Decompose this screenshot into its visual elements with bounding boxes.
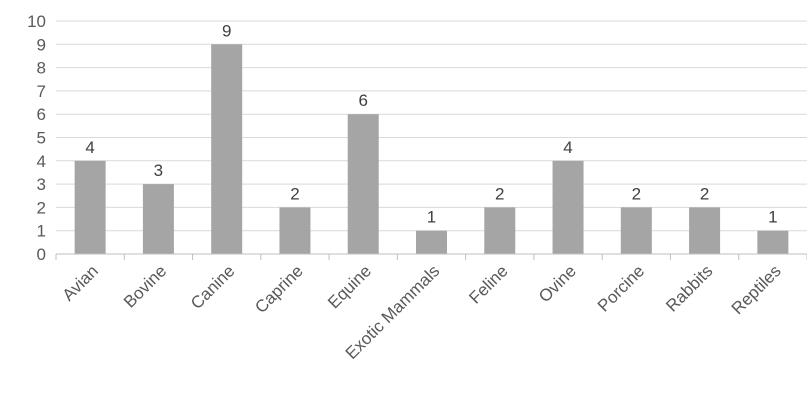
bar	[279, 207, 311, 254]
bar	[211, 44, 243, 254]
category-label: Caprine	[251, 261, 307, 317]
data-label: 2	[700, 184, 709, 203]
bar	[757, 230, 789, 254]
category-label: Reptiles	[728, 261, 785, 318]
category-label: Feline	[465, 261, 511, 307]
data-label: 2	[495, 184, 504, 203]
bars	[74, 44, 789, 254]
gridlines	[56, 20, 807, 232]
y-tick-label: 7	[37, 82, 46, 101]
y-tick-label: 1	[37, 222, 46, 241]
bar	[620, 207, 652, 254]
category-label: Bovine	[120, 261, 170, 311]
y-tick-label: 10	[27, 12, 46, 31]
y-tick-label: 8	[37, 59, 46, 78]
y-axis-tick-labels: 0 1 2 3 4 5 6 7 8 9 10	[27, 12, 46, 264]
y-tick-label: 4	[37, 152, 46, 171]
data-label: 2	[290, 184, 299, 203]
category-label: Equine	[324, 261, 375, 312]
data-label: 1	[768, 208, 777, 227]
category-label: Canine	[187, 261, 239, 313]
y-tick-label: 0	[37, 245, 46, 264]
bar	[552, 160, 584, 254]
category-label: Avian	[59, 261, 102, 304]
data-labels: 4 3 9 2 6 1 2 4 2 2 1	[85, 21, 777, 226]
y-tick-label: 6	[37, 105, 46, 124]
bar	[689, 207, 721, 254]
data-label: 3	[154, 161, 163, 180]
y-tick-label: 9	[37, 35, 46, 54]
y-tick-label: 5	[37, 129, 46, 148]
data-label: 4	[563, 138, 572, 157]
y-tick-label: 3	[37, 175, 46, 194]
data-label: 4	[85, 138, 94, 157]
bar	[142, 184, 174, 254]
category-label: Porcine	[594, 261, 648, 315]
category-label: Ovine	[535, 261, 580, 306]
bar	[484, 207, 516, 254]
y-tick-label: 2	[37, 198, 46, 217]
x-axis-ticks	[55, 254, 807, 260]
bar	[416, 230, 447, 254]
data-label: 6	[358, 91, 367, 110]
data-label: 9	[222, 21, 231, 40]
data-label: 1	[427, 208, 436, 227]
data-label: 2	[632, 184, 641, 203]
bar	[347, 114, 379, 254]
category-label: Rabbits	[662, 261, 716, 315]
bar	[74, 160, 106, 254]
